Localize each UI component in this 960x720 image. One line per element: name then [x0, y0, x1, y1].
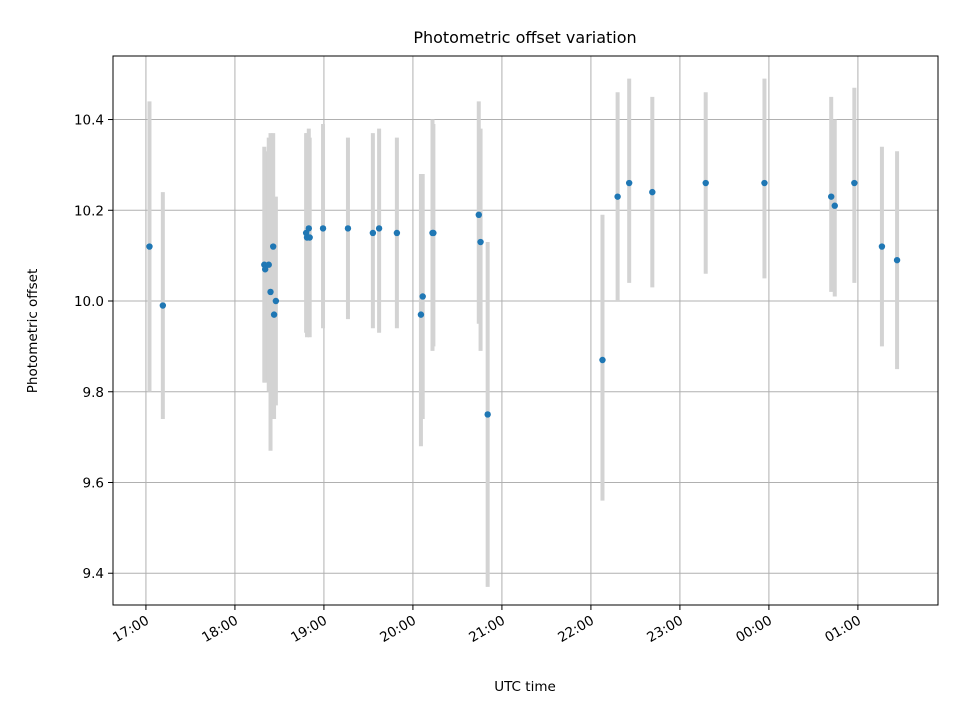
- data-point: [369, 229, 377, 237]
- y-tick-label: 9.8: [83, 385, 104, 401]
- data-point: [851, 179, 858, 187]
- data-point: [475, 211, 482, 219]
- data-point: [878, 243, 886, 250]
- y-tick-label: 9.6: [83, 475, 104, 491]
- data-point: [319, 225, 327, 232]
- y-axis-ticks: 9.4 9.6 9.8 10.0 10.2 10.4: [74, 113, 113, 582]
- data-point: [417, 311, 425, 318]
- data-point: [477, 238, 484, 246]
- data-point: [484, 411, 491, 418]
- data-point: [702, 179, 709, 187]
- y-tick-label: 10.2: [74, 203, 104, 219]
- data-points: [146, 179, 901, 418]
- plot-frame: [112, 55, 939, 606]
- y-tick-label: 10.4: [74, 113, 104, 129]
- y-axis-label: Photometric offset: [25, 269, 41, 393]
- data-point: [146, 243, 153, 250]
- data-point: [265, 261, 272, 268]
- data-point: [599, 356, 606, 364]
- data-point: [159, 302, 167, 309]
- data-point: [261, 266, 269, 273]
- y-tick-label: 10.0: [74, 294, 104, 310]
- data-point: [625, 179, 633, 187]
- data-point: [267, 288, 274, 296]
- data-point: [375, 225, 383, 232]
- data-point: [305, 225, 312, 232]
- data-point: [344, 225, 352, 232]
- data-point: [649, 188, 656, 196]
- data-point: [893, 256, 901, 264]
- data-point: [272, 297, 280, 305]
- data-point: [306, 234, 313, 241]
- x-axis-label: UTC time: [494, 679, 556, 695]
- chart-title: Photometric offset variation: [413, 28, 636, 47]
- data-point: [270, 311, 278, 318]
- data-point: [614, 193, 621, 200]
- data-point: [419, 293, 426, 300]
- data-point: [831, 202, 838, 209]
- data-point: [430, 229, 437, 237]
- y-tick-label: 9.4: [83, 566, 104, 582]
- data-point: [269, 243, 277, 250]
- data-point: [761, 179, 768, 187]
- data-point: [393, 229, 401, 237]
- data-point: [828, 193, 835, 200]
